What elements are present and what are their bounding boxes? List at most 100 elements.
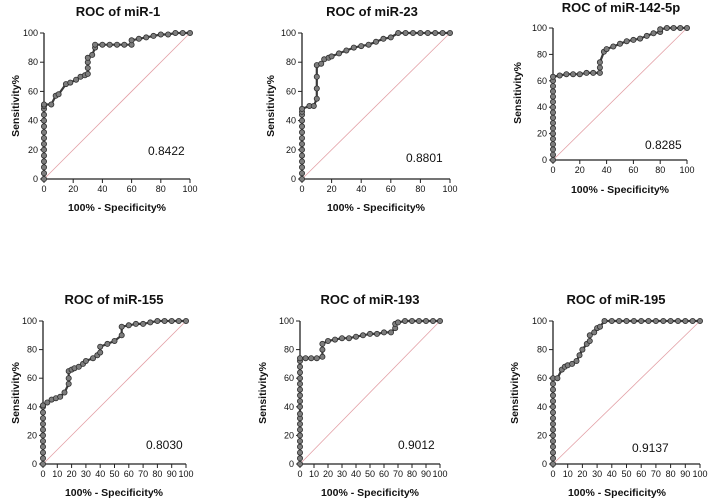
roc-point [590,69,597,76]
roc-point [550,455,557,462]
roc-point [296,386,303,393]
roc-point [298,129,305,136]
reference-diagonal [42,320,187,465]
roc-point [550,392,557,399]
roc-point [41,170,48,177]
y-tick-label: 40 [537,102,547,112]
roc-point [84,65,91,72]
roc-point [296,380,303,387]
x-tick-label: 30 [81,469,91,479]
roc-point [179,29,186,36]
x-tick-label: 70 [393,469,403,479]
roc-point [41,117,48,124]
y-tick-label: 40 [286,116,296,126]
roc-point [157,31,164,38]
chart-title: ROC of miR-155 [65,292,164,307]
auc-value: 0.9012 [398,438,435,452]
x-tick-label: 80 [655,165,665,175]
roc-point [395,29,402,36]
roc-point [41,101,48,108]
roc-point [432,29,439,36]
roc-point [298,140,305,147]
roc-point [319,353,326,360]
roc-point [121,41,128,48]
roc-point [41,135,48,142]
y-tick-label: 0 [542,459,547,469]
y-axis-label: Sensitivity% [10,74,22,137]
roc-point [41,129,48,136]
roc-point [40,432,47,439]
y-tick-label: 80 [28,57,38,67]
y-tick-label: 60 [284,373,294,383]
roc-point [550,141,557,148]
x-tick-label: 0 [299,184,304,194]
roc-point [358,43,365,50]
roc-point [550,420,557,427]
y-tick-label: 20 [28,145,38,155]
y-tick-label: 100 [532,316,547,326]
roc-point [296,460,303,467]
y-tick-label: 100 [532,23,547,33]
roc-point [296,392,303,399]
x-tick-label: 20 [323,469,333,479]
y-tick-label: 20 [27,430,37,440]
roc-point [296,443,303,450]
roc-point [689,317,696,324]
roc-point [298,152,305,159]
x-tick-label: 60 [124,469,134,479]
roc-point [550,93,557,100]
roc-point [675,317,682,324]
roc-point [302,355,309,362]
x-tick-label: 50 [109,469,119,479]
auc-value: 0.8422 [148,144,185,158]
roc-point [140,320,147,327]
y-tick-label: 60 [537,373,547,383]
roc-point [550,403,557,410]
roc-point [550,104,557,111]
roc-point [601,317,608,324]
x-tick-label: 70 [138,469,148,479]
roc-point [296,420,303,427]
x-tick-label: 80 [152,469,162,479]
roc-point [40,449,47,456]
roc-point [41,152,48,159]
x-tick-label: 100 [679,165,694,175]
y-tick-label: 60 [286,86,296,96]
y-tick-label: 0 [33,174,38,184]
roc-point [296,432,303,439]
y-tick-label: 20 [537,430,547,440]
roc-point [550,443,557,450]
roc-point [298,170,305,177]
roc-point [75,363,82,370]
auc-value: 0.9137 [632,441,669,455]
roc-point [596,64,603,71]
roc-point [563,71,570,78]
roc-point [650,30,657,37]
roc-point [296,449,303,456]
roc-point [338,335,345,342]
roc-point [366,330,373,337]
roc-point [667,317,674,324]
roc-point [550,449,557,456]
x-tick-label: 80 [415,184,425,194]
roc-point [345,335,352,342]
roc-point [296,363,303,370]
auc-value: 0.8801 [406,151,443,165]
roc-point [55,91,62,98]
x-tick-label: 80 [407,469,417,479]
roc-point [550,409,557,416]
roc-point [380,329,387,336]
roc-point [40,409,47,416]
chart-title: ROC of miR-195 [567,292,666,307]
roc-point [324,337,331,344]
roc-point [40,443,47,450]
x-axis-label: 100% - Specificity% [327,202,426,214]
roc-point [576,352,583,359]
roc-point [40,402,47,409]
chart-title: ROC of miR-23 [326,4,418,19]
roc-point [296,410,303,417]
roc-point [608,317,615,324]
roc-point [84,54,91,61]
y-axis-label: Sensitivity% [265,74,277,137]
